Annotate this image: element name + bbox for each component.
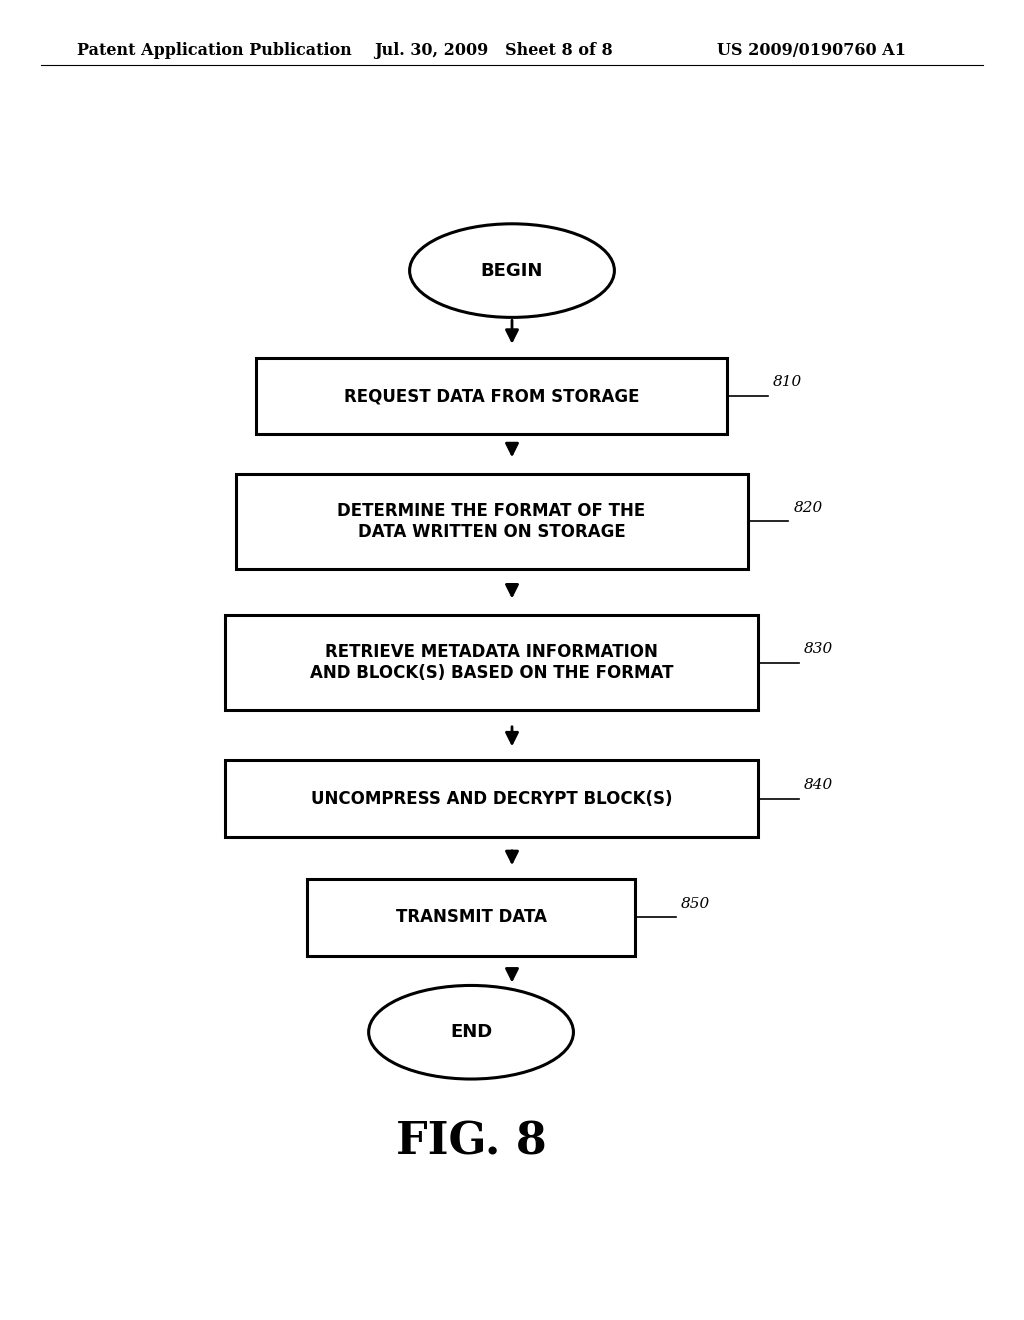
Ellipse shape [369, 986, 573, 1078]
Text: REQUEST DATA FROM STORAGE: REQUEST DATA FROM STORAGE [344, 387, 639, 405]
FancyBboxPatch shape [225, 615, 758, 710]
Text: END: END [450, 1023, 493, 1041]
Text: 820: 820 [794, 500, 823, 515]
Text: Jul. 30, 2009   Sheet 8 of 8: Jul. 30, 2009 Sheet 8 of 8 [374, 42, 612, 58]
Text: 810: 810 [773, 375, 803, 389]
Text: TRANSMIT DATA: TRANSMIT DATA [395, 908, 547, 927]
Ellipse shape [410, 224, 614, 317]
Text: DETERMINE THE FORMAT OF THE
DATA WRITTEN ON STORAGE: DETERMINE THE FORMAT OF THE DATA WRITTEN… [337, 502, 646, 541]
Text: 830: 830 [804, 642, 834, 656]
Text: RETRIEVE METADATA INFORMATION
AND BLOCK(S) BASED ON THE FORMAT: RETRIEVE METADATA INFORMATION AND BLOCK(… [310, 643, 673, 682]
FancyBboxPatch shape [256, 358, 727, 434]
FancyBboxPatch shape [236, 474, 748, 569]
Text: US 2009/0190760 A1: US 2009/0190760 A1 [717, 42, 906, 58]
Text: 840: 840 [804, 777, 834, 792]
FancyBboxPatch shape [225, 760, 758, 837]
Text: 850: 850 [681, 896, 711, 911]
FancyBboxPatch shape [307, 879, 635, 956]
Text: UNCOMPRESS AND DECRYPT BLOCK(S): UNCOMPRESS AND DECRYPT BLOCK(S) [310, 789, 673, 808]
Text: FIG. 8: FIG. 8 [395, 1121, 547, 1163]
Text: Patent Application Publication: Patent Application Publication [77, 42, 351, 58]
Text: BEGIN: BEGIN [481, 261, 543, 280]
